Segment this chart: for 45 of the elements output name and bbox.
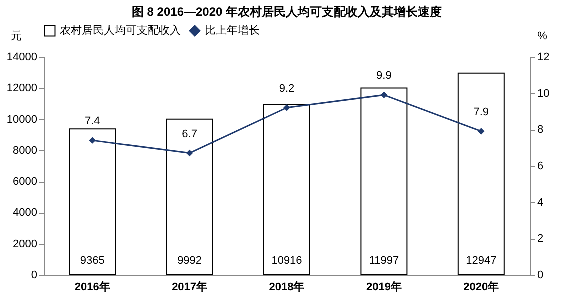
y-tick-label: 4000 xyxy=(13,207,38,220)
data-label: 9365 xyxy=(80,255,105,267)
data-label: 7.9 xyxy=(474,106,490,118)
point xyxy=(186,150,194,157)
point xyxy=(89,137,96,144)
y-tick-label: 6000 xyxy=(13,176,38,188)
point xyxy=(380,92,388,99)
point xyxy=(478,128,485,135)
y2-tick-label: 10 xyxy=(538,88,550,100)
y-tick-label: 8000 xyxy=(13,144,38,157)
y-tick-label: 2000 xyxy=(13,238,38,250)
data-label: 9.9 xyxy=(376,70,392,82)
y2-axis-title: % xyxy=(538,30,548,42)
point xyxy=(284,104,290,112)
data-label: 12947 xyxy=(466,255,497,267)
y2-tick-label: 12 xyxy=(538,52,550,64)
y2-tick-label: 8 xyxy=(538,124,544,136)
bar xyxy=(264,104,310,276)
y2-tick-label: 0 xyxy=(538,270,544,282)
bar xyxy=(360,88,408,276)
y-axis-title: 元 xyxy=(11,30,22,42)
x-tick-label: 2019年 xyxy=(366,280,402,294)
bar xyxy=(69,128,116,276)
data-label: 9.2 xyxy=(279,82,295,95)
data-label: 6.7 xyxy=(182,128,198,140)
x-tick-label: 2018年 xyxy=(269,280,305,294)
y-tick-label: 0 xyxy=(31,270,38,282)
chart-title: 图 8 2016—2020 年农村居民人均可支配收入及其增长速度 xyxy=(132,5,442,19)
legend-label: 农村居民人均可支配收入 xyxy=(60,24,181,37)
y-tick-label: 12000 xyxy=(6,82,38,95)
x-tick-label: 2020年 xyxy=(464,280,500,294)
x-tick-label: 2017年 xyxy=(172,280,208,294)
data-label: 9992 xyxy=(178,255,202,267)
x-tick-label: 2016年 xyxy=(74,280,110,294)
bar xyxy=(166,118,214,276)
data-label: 11997 xyxy=(369,255,400,267)
data-label: 7.4 xyxy=(84,116,100,128)
y2-tick-label: 6 xyxy=(538,160,544,172)
y2-tick-label: 2 xyxy=(538,233,544,246)
data-label: 10916 xyxy=(272,255,302,267)
y2-tick-label: 4 xyxy=(538,196,544,209)
y-tick-label: 10000 xyxy=(6,114,38,126)
y-tick-label: 14000 xyxy=(6,52,38,64)
bar xyxy=(458,72,505,276)
legend-label: 比上年增长 xyxy=(205,24,260,37)
